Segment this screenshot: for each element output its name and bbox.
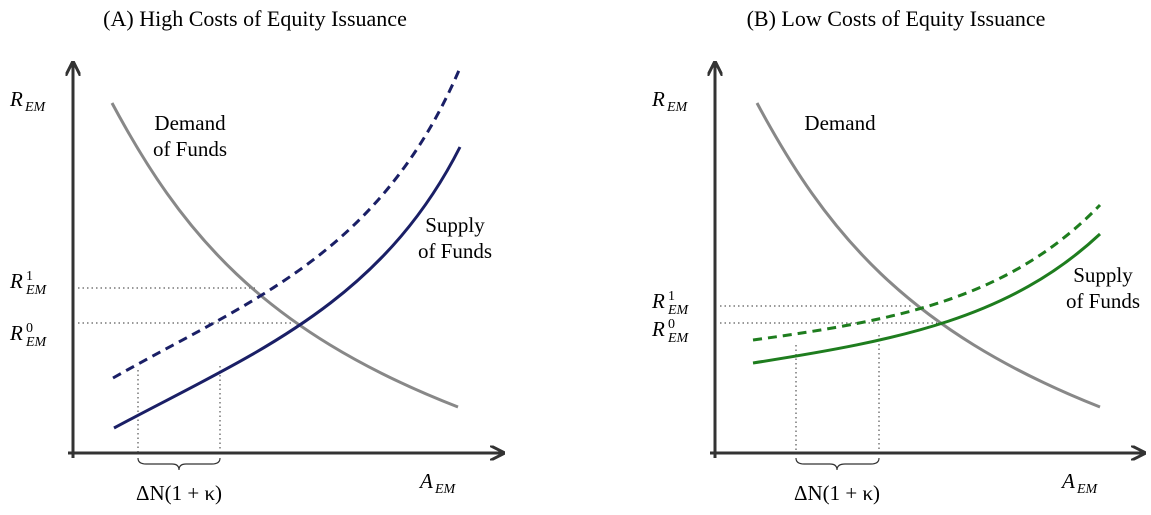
panel-title: (B) Low Costs of Equity Issuance [747,6,1046,31]
supply-label: of Funds [1066,289,1140,313]
demand-curve [110,102,459,409]
x-axis-label-sub: EM [1076,482,1099,497]
r1-label-sub: EM [25,283,48,298]
r0-label-sub: EM [25,335,48,350]
supply-curve-shifted [752,203,1102,342]
r0-label-sup: 0 [26,321,33,336]
r1-label-sup: 1 [26,269,33,284]
r0-label: R [651,317,665,341]
panel-a: (A) High Costs of Equity Issuance Demand… [9,6,502,505]
r1-label: R [651,289,665,313]
y-axis-label-sub: EM [24,100,47,115]
x-axis-label: A [1060,469,1075,493]
demand-label: Demand [804,111,876,135]
demand-curve [755,102,1101,409]
brace-label: ΔN(1 + κ) [136,481,222,505]
demand-label: of Funds [153,137,227,161]
brace [795,457,880,471]
demand-label: Demand [154,111,226,135]
r1-label-sup: 1 [668,289,675,304]
supply-label: Supply [425,213,485,237]
brace-label: ΔN(1 + κ) [794,481,880,505]
r1-label-sub: EM [667,303,690,318]
panel-b: (B) Low Costs of Equity Issuance Demand … [651,6,1143,505]
supply-curve [113,146,462,430]
r1-label: R [9,269,23,293]
panel-title: (A) High Costs of Equity Issuance [103,6,407,31]
y-axis-label: R [9,87,23,111]
supply-curve [752,232,1102,365]
r0-label-sub: EM [667,331,690,346]
x-axis-label: A [418,469,433,493]
r0-label: R [9,321,23,345]
r0-label-sup: 0 [668,317,675,332]
x-axis-label-sub: EM [434,482,457,497]
supply-label: of Funds [418,239,492,263]
brace [137,457,221,471]
y-axis-label: R [651,87,665,111]
y-axis-label-sub: EM [666,100,689,115]
supply-curve-shifted [112,67,462,380]
supply-label: Supply [1073,263,1133,287]
